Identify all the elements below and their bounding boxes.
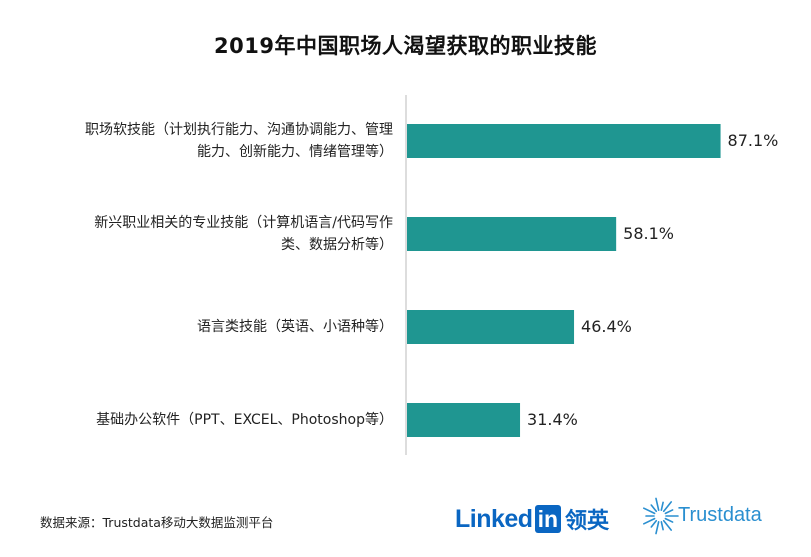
category-label-2: 新兴职业相关的专业技能（计算机语言/代码写作类、数据分析等） (13, 212, 393, 256)
chart-title: 2019年中国职场人渴望获取的职业技能 (214, 34, 597, 58)
bar-2 (407, 217, 617, 251)
trustdata-burst-icon (642, 497, 679, 535)
value-label-4: 31.4% (527, 410, 578, 429)
category-label-line: 能力、创新能力、情绪管理等） (197, 144, 393, 160)
category-label-1: 职场软技能（计划执行能力、沟通协调能力、管理能力、创新能力、情绪管理等） (13, 119, 393, 163)
value-label-3: 46.4% (581, 317, 632, 336)
bar-1 (407, 124, 721, 158)
linkedin-logo: Linked in 领英 (455, 503, 609, 535)
category-label-line: 类、数据分析等） (281, 237, 393, 253)
value-label-1: 87.1% (727, 131, 779, 150)
category-label-4: 基础办公软件（PPT、EXCEL、Photoshop等） (13, 409, 393, 431)
linkedin-logo-in: in (534, 505, 562, 533)
linkedin-logo-cn: 领英 (565, 509, 610, 534)
value-label-2: 58.1% (623, 224, 674, 243)
trustdata-logo: Trustdata (640, 492, 780, 536)
category-label-line: 语言类技能（英语、小语种等） (197, 319, 393, 335)
source-note: 数据来源：Trustdata移动大数据监测平台 (40, 515, 274, 530)
category-label-line: 职场软技能（计划执行能力、沟通协调能力、管理 (85, 122, 393, 138)
trustdata-logo-word: Trustdata (678, 504, 762, 526)
linkedin-logo-word: Linked (455, 504, 533, 533)
category-label-3: 语言类技能（英语、小语种等） (13, 316, 393, 338)
bar-3 (407, 310, 575, 344)
category-label-line: 基础办公软件（PPT、EXCEL、Photoshop等） (96, 412, 393, 428)
bar-4 (407, 403, 521, 437)
bar-chart (405, 95, 721, 455)
category-label-line: 新兴职业相关的专业技能（计算机语言/代码写作 (94, 215, 393, 231)
